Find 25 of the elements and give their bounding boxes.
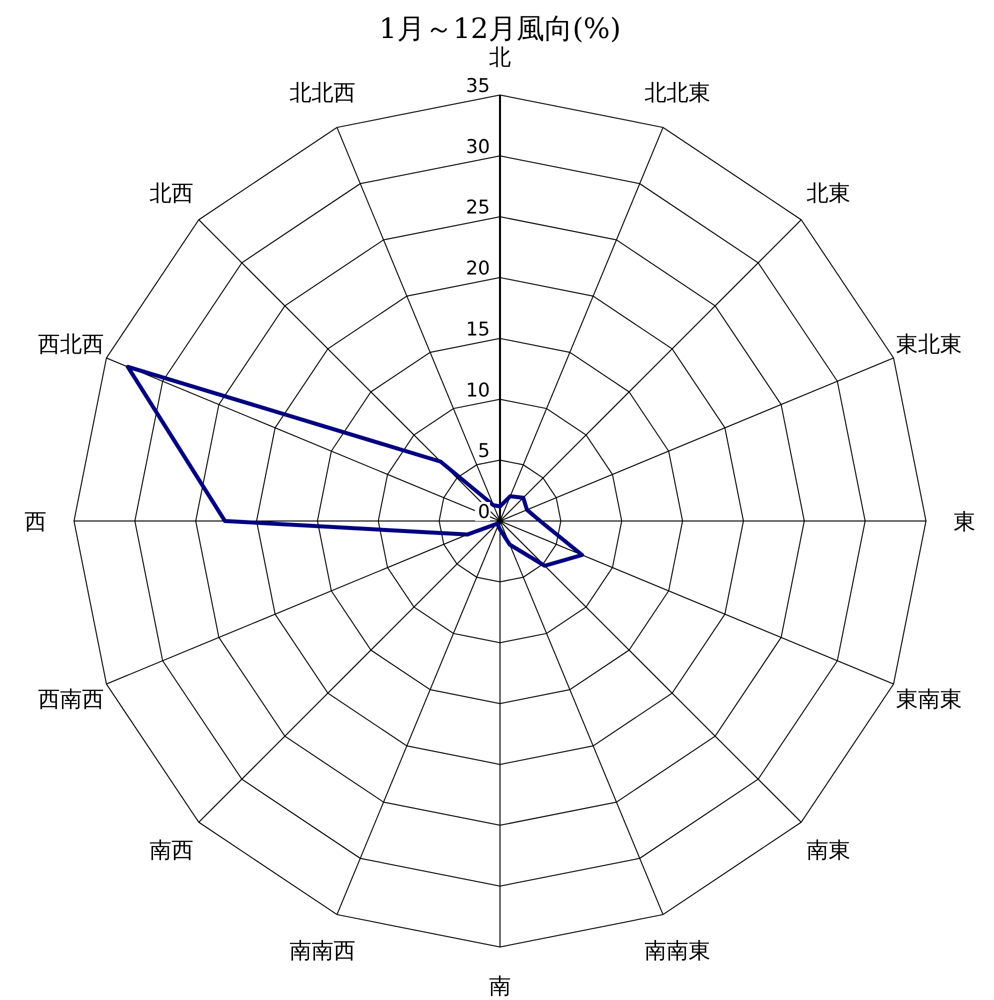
spoke-label: 南 — [489, 974, 511, 1000]
y-tick-label: 30 — [466, 136, 490, 158]
spoke-label: 北西 — [150, 182, 194, 207]
y-tick-label: 10 — [466, 379, 490, 402]
spoke-label: 南南東 — [644, 938, 711, 964]
spoke-label: 東 — [953, 510, 976, 535]
spoke-label: 北北東 — [644, 81, 711, 106]
y-tick-label: 5 — [478, 440, 490, 462]
spoke-label: 南南西 — [289, 938, 356, 964]
y-tick-label: 25 — [466, 196, 490, 219]
spoke-label: 東南東 — [896, 688, 962, 713]
y-tick-label: 20 — [466, 258, 490, 280]
y-tick-label: 0 — [478, 501, 490, 523]
spoke-label: 西 — [24, 510, 47, 535]
spoke-label: 北東 — [806, 182, 850, 207]
spoke-label: 南東 — [806, 838, 850, 864]
spoke-label: 西北西 — [38, 332, 104, 358]
spoke-label: 南西 — [150, 838, 194, 864]
spoke-label: 東北東 — [896, 332, 962, 358]
y-tick-label: 15 — [466, 318, 490, 340]
chart-title: 1月～12月風向(%) — [379, 12, 621, 45]
spoke-label: 北 — [489, 46, 511, 71]
y-tick-label: 35 — [466, 75, 490, 97]
spoke-label: 北北西 — [289, 81, 356, 106]
spoke-label: 西南西 — [38, 688, 104, 713]
